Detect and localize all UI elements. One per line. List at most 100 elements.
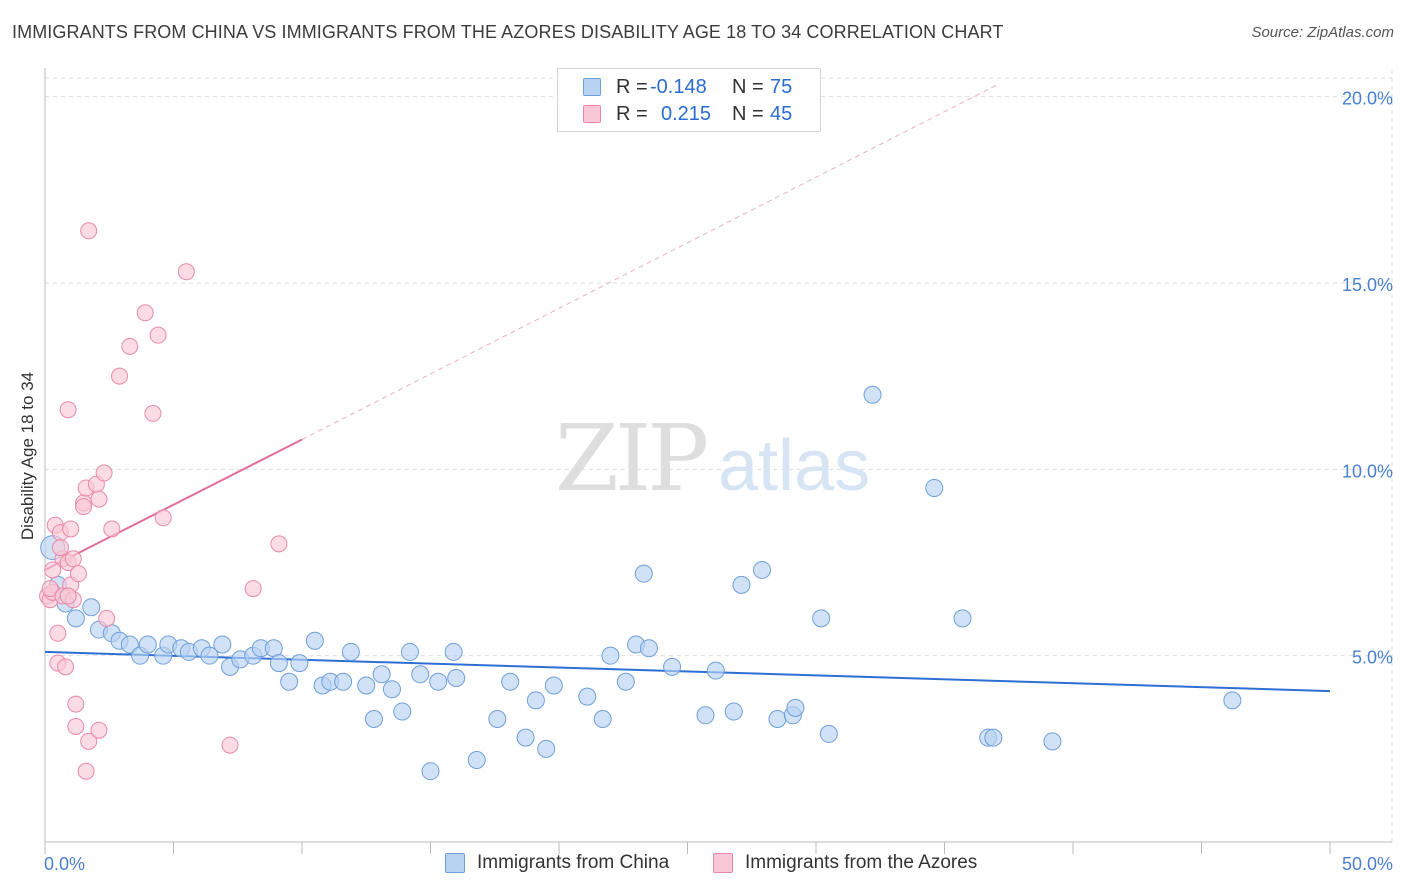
china-point	[984, 728, 1003, 747]
china-point	[812, 609, 831, 628]
china-point	[786, 698, 805, 717]
x-tick-label: 0.0%	[44, 854, 85, 874]
china-point	[280, 672, 299, 691]
legend-r-value-china: -0.148	[650, 75, 707, 98]
azores-point	[62, 520, 80, 538]
china-point	[578, 687, 597, 706]
azores-trend-extension	[301, 85, 997, 440]
bottom-legend-swatch-china	[445, 853, 465, 873]
china-point	[526, 691, 545, 710]
china-point	[382, 680, 401, 699]
legend-n-value-azores: 45	[770, 102, 793, 125]
correlation-legend: R = -0.148 N = 75 R = 0.215 N = 45	[557, 68, 821, 132]
china-point	[447, 669, 466, 688]
china-point	[819, 724, 838, 743]
azores-point	[95, 464, 113, 482]
azores-point	[51, 539, 69, 557]
bottom-legend-china: Immigrants from China	[445, 852, 669, 874]
y-tick-label: 20.0%	[1342, 89, 1393, 109]
china-point	[82, 598, 101, 617]
azores-point	[80, 732, 98, 750]
azores-point	[80, 222, 98, 240]
china-point	[357, 676, 376, 695]
azores-point	[69, 565, 87, 583]
azores-trend-line	[44, 438, 303, 571]
china-point	[421, 762, 440, 781]
azores-point	[221, 736, 239, 754]
china-point	[429, 672, 448, 691]
bottom-legend-label-azores: Immigrants from the Azores	[745, 852, 978, 873]
x-tick-label: 50.0%	[1342, 854, 1393, 874]
azores-point	[44, 561, 62, 579]
azores-point	[49, 624, 67, 642]
azores-point	[149, 326, 167, 344]
watermark: ZIP atlas	[555, 405, 870, 512]
china-point	[696, 706, 715, 725]
watermark-atlas: atlas	[718, 426, 870, 506]
china-point	[290, 654, 309, 673]
azores-point	[121, 337, 139, 355]
azores-point	[98, 609, 116, 627]
china-point	[724, 702, 743, 721]
azores-point	[59, 587, 77, 605]
chart-title: IMMIGRANTS FROM CHINA VS IMMIGRANTS FROM…	[12, 22, 1004, 42]
azores-point	[103, 520, 121, 538]
axes	[44, 68, 1392, 854]
china-point	[501, 672, 520, 691]
china-point	[768, 710, 787, 729]
china-point	[305, 631, 324, 650]
azores-point	[177, 263, 195, 281]
azores-point	[111, 367, 129, 385]
china-point	[393, 702, 412, 721]
y-tick-label: 10.0%	[1342, 461, 1393, 481]
y-tick-label: 15.0%	[1342, 275, 1393, 295]
china-point	[1043, 732, 1062, 751]
china-point	[341, 642, 360, 661]
legend-r-label: R =	[616, 102, 648, 125]
china-point	[120, 635, 139, 654]
china-point	[863, 385, 882, 404]
china-point	[616, 672, 635, 691]
azores-point	[154, 509, 172, 527]
source-credit: Source: ZipAtlas.com	[1251, 24, 1394, 41]
azores-point	[59, 401, 77, 419]
china-point	[467, 751, 486, 770]
azores-point	[57, 658, 75, 676]
china-points	[40, 385, 1242, 781]
legend-n-value-china: 75	[770, 75, 793, 98]
legend-swatch-china	[583, 78, 601, 96]
azores-point	[270, 535, 288, 553]
azores-point	[67, 717, 85, 735]
china-point	[400, 642, 419, 661]
legend-r-label: R =	[616, 75, 648, 98]
legend-n-label: N =	[732, 102, 764, 125]
china-point	[663, 657, 682, 676]
azores-point	[64, 550, 82, 568]
china-point	[953, 609, 972, 628]
watermark-zip: ZIP	[555, 405, 706, 512]
bottom-legend-azores: Immigrants from the Azores	[713, 852, 977, 874]
azores-point	[144, 404, 162, 422]
azores-point	[75, 498, 93, 516]
azores-point	[41, 580, 59, 598]
china-point	[334, 672, 353, 691]
china-point	[372, 665, 391, 684]
china-point	[601, 646, 620, 665]
azores-point	[90, 490, 108, 508]
legend-n-label: N =	[732, 75, 764, 98]
china-point	[634, 564, 653, 583]
china-point	[544, 676, 563, 695]
china-point	[925, 478, 944, 497]
tick-labels: 5.0% 10.0% 15.0% 20.0% 0.0% 50.0%	[44, 89, 1393, 874]
azores-point	[136, 304, 154, 322]
legend-swatch-azores	[583, 105, 601, 123]
trend-lines	[44, 85, 1331, 693]
azores-point	[67, 695, 85, 713]
azores-point	[90, 721, 108, 739]
china-point	[364, 710, 383, 729]
china-point	[706, 661, 725, 680]
azores-point	[244, 580, 262, 598]
china-point	[1223, 691, 1242, 710]
china-point	[488, 710, 507, 729]
